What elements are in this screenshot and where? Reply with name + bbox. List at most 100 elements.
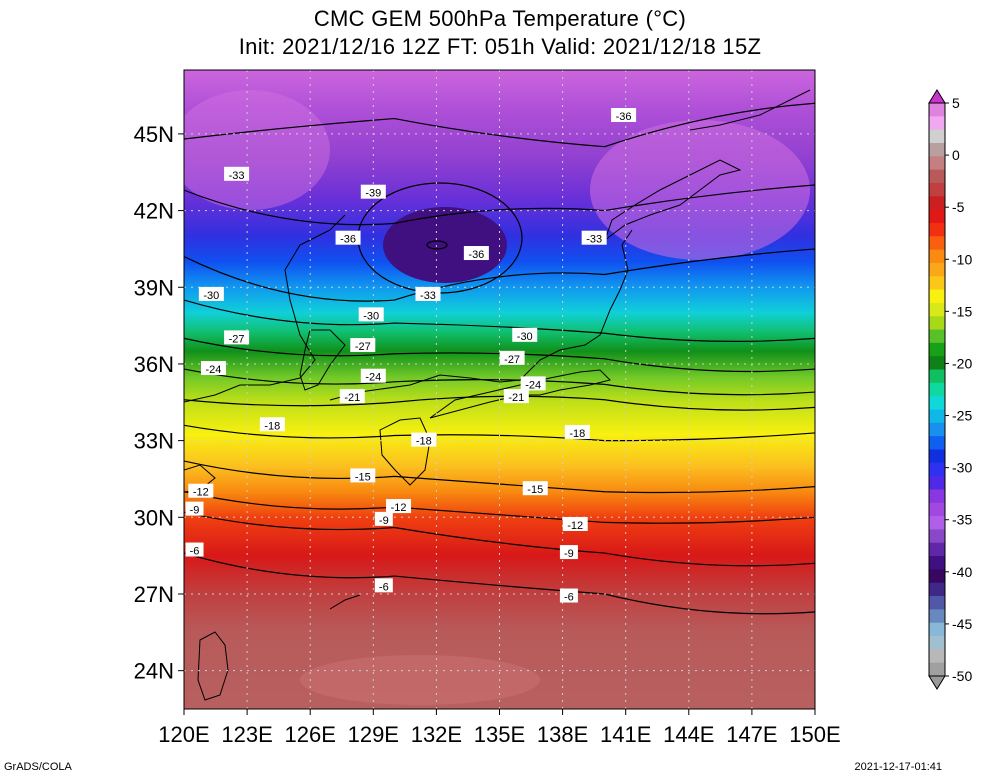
contour-label: -39 [365,188,381,200]
colorbar-swatch [929,316,945,331]
contour-label-bg [512,327,538,342]
contour-label: -9 [379,515,389,527]
lon-tick-label: 120E [158,722,209,747]
contour-label-bg [386,499,412,514]
colorbar-swatch [929,236,945,251]
contour-label-bg [360,368,386,383]
colorbar-swatch [929,262,945,277]
contour-label: -27 [355,341,371,353]
isotherm-line [184,395,815,411]
colorbar-label: -10 [952,251,972,267]
contour-label: -9 [190,505,200,517]
colorbar-swatch [929,222,945,237]
colorbar-swatch [929,449,945,464]
contour-label-bg [224,330,250,345]
contour-label: -9 [564,548,574,560]
lat-tick-label: 33N [134,429,174,454]
colorbar-label: -15 [952,303,972,319]
contour-label: -12 [193,487,209,499]
grads-credit: GrADS/COLA [4,761,72,773]
contour-label: -24 [525,379,541,391]
lat-tick-label: 42N [134,199,174,224]
lon-tick-label: 144E [663,722,714,747]
colorbar-swatch [929,569,945,584]
contour-labels: -36 -33 -39 -36 -36 -33 -33 -30 -30 -30 -27 -27 -27 -… [185,108,637,604]
colorbar-swatch [929,622,945,637]
colorbar-swatch [929,182,945,197]
contour-label-bg [415,286,441,301]
contour-label: -24 [205,364,221,376]
colorbar: 5 0 -5 -10 -15 -20 -25 -30 -35 -40 -45 -50 [928,89,972,690]
contour-label: -15 [355,471,371,483]
lat-tick-label: 24N [134,659,174,684]
contour-label: -30 [363,310,379,322]
contour-label-bg [259,417,285,432]
contour-label-bg [358,307,384,322]
contour-label: -30 [517,331,533,343]
lon-tick-label: 147E [726,722,777,747]
contour-label: -33 [586,234,602,246]
isotherm-line [184,491,815,524]
colorbar-arrow-bottom [928,675,946,690]
colorbar-swatch [929,129,945,144]
isotherm-line [184,299,815,343]
contour-label-bg [411,432,437,447]
contour-label-bg [185,501,204,516]
colorbar-label: -50 [952,668,972,684]
longitude-axis: 120E 123E 126E 129E 132E 135E 138E 141E 144E 147E… [158,709,841,747]
contour-label-bg [374,511,393,526]
colorbar-swatch [929,516,945,530]
colorbar-swatch [929,436,945,450]
colorbar-frame [928,102,946,677]
colorbar-swatch [929,396,945,410]
contour-label-bg [499,350,525,365]
contour-label-bg [200,361,226,376]
contour-label-bg [188,483,214,498]
lat-tick-label: 36N [134,352,174,377]
colorbar-label: 0 [952,147,960,163]
colorbar-label: -5 [952,199,965,215]
contour-label-bg [360,184,386,199]
colorbar-swatch [929,249,945,264]
colorbar-swatch [929,369,945,384]
colorbar-swatch [929,289,945,304]
colorbar-swatch [929,116,945,131]
contour-label-bg [335,230,361,245]
contour-label-bg [198,286,224,301]
latitude-axis: 24N 27N 30N 33N 36N 39N 42N 45N [134,122,184,684]
contour-label: -27 [229,333,245,345]
contour-label-bg [350,468,376,483]
lon-tick-label: 129E [348,722,399,747]
lat-tick-label: 27N [134,582,174,607]
contour-label-bg [350,338,376,353]
cold-core [383,207,507,283]
colorbar-label: -25 [952,408,972,424]
lat-tick-label: 30N [134,505,174,530]
isotherm-line [184,337,815,373]
colorbar-label: -20 [952,355,972,371]
colorbar-swatch [929,556,945,570]
colorbar-swatch [929,342,945,357]
contour-label: -21 [344,392,360,404]
lon-tick-label: 138E [537,722,588,747]
contour-label: -18 [264,420,280,432]
contour-label-bg [564,424,590,439]
contour-label: -33 [229,170,245,182]
contour-label-bg [562,516,588,531]
isotherm-line [184,102,815,148]
contour-label-bg [559,545,578,560]
colorbar-label: -45 [952,616,972,632]
isotherm-line [184,511,815,567]
contour-label-bg [611,108,637,123]
contour-label: -24 [365,372,381,384]
contour-label-bg [503,389,529,404]
contour-label-bg [581,230,607,245]
map-title-line2: Init: 2021/12/16 12Z FT: 051h Valid: 202… [238,34,762,59]
contour-label: -18 [416,436,432,448]
contour-label: -27 [504,354,520,366]
colorbar-swatch [929,356,945,371]
colorbar-swatch [929,156,945,171]
colorbar-swatch [929,329,945,344]
colorbar-label: 5 [952,95,960,111]
